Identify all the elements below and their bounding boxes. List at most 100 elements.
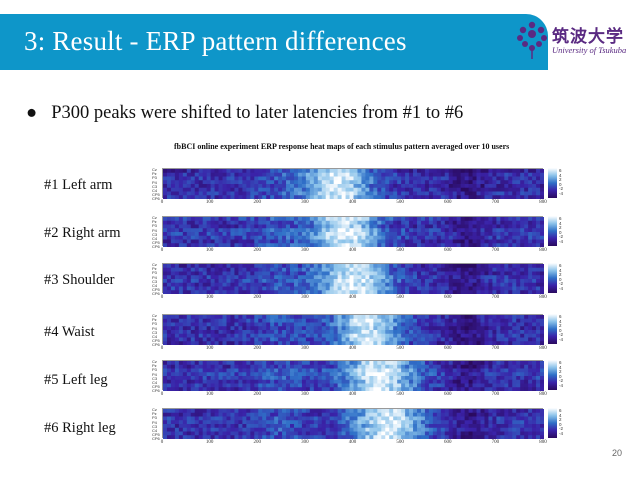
heatmap-cell	[270, 412, 275, 417]
heatmap-cell	[186, 271, 192, 276]
heatmap-cell	[262, 341, 267, 345]
heatmap-cell	[432, 172, 438, 177]
heatmap-cell	[198, 368, 204, 373]
heatmap-cell	[194, 195, 200, 199]
channel-label: CP6	[152, 436, 160, 442]
heatmap-cell	[321, 290, 327, 294]
heatmap-cell	[472, 267, 477, 272]
heatmap-cell	[246, 176, 251, 181]
heatmap-cell	[210, 228, 215, 233]
heatmap-cell	[540, 195, 544, 199]
heatmap-cell	[190, 372, 196, 377]
heatmap-cell	[381, 228, 386, 233]
heatmap-cell	[274, 282, 279, 287]
heatmap-cell	[242, 424, 247, 429]
heatmap-cell	[504, 264, 509, 269]
heatmap-cell	[540, 387, 544, 391]
heatmap-cell	[397, 264, 402, 269]
heatmap-cell	[258, 279, 263, 284]
heatmap-cell	[337, 341, 342, 345]
heatmap-cell	[214, 217, 219, 222]
heatmap-cell	[218, 431, 223, 436]
heatmap-cell	[274, 318, 279, 323]
heatmap-cell	[496, 286, 501, 291]
heatmap-cell	[436, 286, 442, 291]
heatmap-cell	[290, 264, 295, 269]
heatmap-cell	[417, 364, 422, 369]
heatmap-cell	[170, 279, 176, 284]
heatmap-cell	[468, 235, 473, 240]
heatmap-cell	[385, 184, 390, 189]
heatmap-cell	[198, 361, 204, 366]
heatmap-cell	[198, 243, 204, 247]
heatmap-cell	[282, 361, 287, 366]
heatmap-cell	[504, 235, 509, 240]
heatmap-cell	[369, 435, 374, 439]
heatmap-cell	[440, 315, 446, 320]
heatmap-cell	[464, 243, 469, 247]
heatmap-cell	[293, 326, 299, 331]
heatmap-cell	[214, 191, 219, 196]
heatmap-cell	[290, 318, 295, 323]
heatmap-cell	[345, 217, 350, 222]
heatmap-cell	[456, 318, 462, 323]
heatmap-cell	[361, 364, 366, 369]
heatmap-cell	[452, 228, 458, 233]
heatmap-cell	[313, 180, 319, 185]
heatmap-cell	[174, 341, 180, 345]
heatmap-cell	[377, 379, 382, 384]
heatmap-cell	[317, 333, 323, 338]
heatmap-cell	[230, 376, 235, 381]
heatmap-cell	[500, 431, 505, 436]
heatmap-cell	[286, 387, 291, 391]
heatmap-cell	[468, 228, 473, 233]
heatmap-cell	[305, 379, 311, 384]
heatmap-cell	[452, 180, 458, 185]
x-axis-ticks: 0 100 200 300 400 500 600 700 800	[161, 346, 547, 354]
heatmap-cell	[440, 239, 446, 244]
heatmap-cell	[432, 217, 438, 222]
heatmap-cell	[305, 420, 311, 425]
heatmap-cell	[377, 239, 382, 244]
heatmap-cell	[341, 364, 346, 369]
heatmap-cell	[417, 232, 422, 237]
heatmap-cell	[488, 235, 493, 240]
heatmap-cell	[274, 220, 279, 225]
heatmap-cell	[444, 431, 450, 436]
heatmap-cell	[496, 195, 501, 199]
heatmap-cell	[317, 383, 323, 388]
heatmap-cell	[365, 176, 370, 181]
heatmap-cell	[476, 264, 481, 269]
heatmap-cell	[230, 187, 235, 192]
heatmap-cell	[428, 224, 434, 229]
heatmap-cell	[313, 420, 319, 425]
heatmap-cell	[218, 180, 223, 185]
heatmap-cell	[472, 180, 477, 185]
heatmap-cell	[258, 387, 263, 391]
heatmap-cell	[480, 326, 485, 331]
heatmap-cell	[242, 383, 247, 388]
heatmap-cell	[313, 383, 319, 388]
heatmap-cell	[516, 326, 521, 331]
heatmap-cell	[266, 290, 271, 294]
figure-title: fbBCI online experiment ERP response hea…	[174, 142, 510, 151]
heatmap-cell	[460, 169, 466, 174]
heatmap-cell	[528, 279, 533, 284]
heatmap-cell	[266, 424, 271, 429]
heatmap-cell	[540, 318, 544, 323]
heatmap-cell	[163, 341, 168, 345]
heatmap-cell	[417, 376, 422, 381]
heatmap-cell	[540, 187, 544, 192]
heatmap-cell	[218, 176, 223, 181]
heatmap-cell	[170, 282, 176, 287]
heatmap-cell	[246, 235, 251, 240]
heatmap-cell	[472, 220, 477, 225]
heatmap-cell	[484, 176, 489, 181]
heatmap-cell	[226, 376, 231, 381]
heatmap-cell	[166, 330, 172, 335]
heatmap-cell	[242, 220, 247, 225]
heatmap-cell	[174, 379, 180, 384]
heatmap-cell	[417, 361, 422, 366]
heatmap-cell	[305, 372, 311, 377]
heatmap-cell	[333, 217, 339, 222]
